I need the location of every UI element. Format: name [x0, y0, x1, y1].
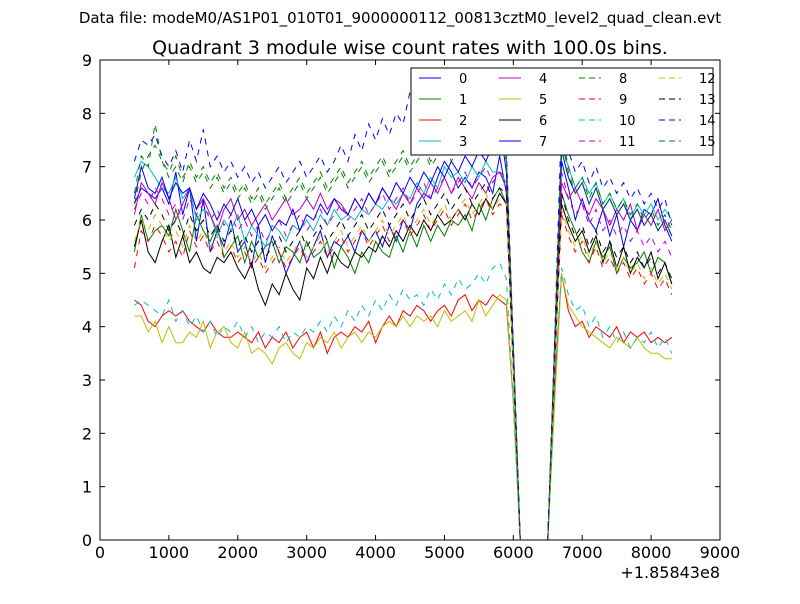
legend-label: 2	[459, 114, 467, 129]
x-offset-label: +1.85843e8	[620, 563, 720, 582]
legend-label: 8	[619, 72, 627, 87]
x-tick-label: 2000	[217, 543, 258, 562]
series-line-11	[133, 165, 673, 541]
legend-label: 11	[619, 135, 636, 150]
plot-frame	[99, 59, 721, 541]
legend-label: 15	[699, 135, 716, 150]
legend-label: 9	[619, 93, 627, 108]
legend-label: 14	[699, 114, 716, 129]
y-tick-label: 6	[82, 211, 92, 230]
y-tick-label: 0	[82, 531, 92, 550]
series-line-0	[133, 155, 673, 541]
y-tick-label: 8	[82, 104, 92, 123]
legend-label: 3	[459, 135, 467, 150]
y-tick-label: 2	[82, 424, 92, 443]
legend-label: 6	[539, 114, 547, 129]
x-tick-label: 5000	[424, 543, 465, 562]
series-line-10	[134, 261, 673, 541]
chart-title: Quadrant 3 module wise count rates with …	[152, 37, 668, 59]
legend-label: 1	[459, 93, 467, 108]
y-tick-label: 5	[82, 264, 92, 283]
x-tick-label: 6000	[493, 543, 534, 562]
x-tick-label: 4000	[355, 543, 396, 562]
series-line-5	[134, 273, 672, 541]
x-tick-label: 7000	[562, 543, 603, 562]
series-line-13	[133, 181, 673, 541]
legend-label: 13	[699, 93, 716, 108]
series-line-12	[133, 192, 673, 541]
x-tick-label: 1000	[149, 543, 190, 562]
y-tick-label: 9	[82, 51, 92, 70]
y-tick-label: 4	[82, 318, 92, 337]
x-tick-label: 9000	[700, 543, 741, 562]
y-tick-label: 3	[82, 371, 92, 390]
series-line-15	[133, 123, 673, 541]
series-line-9	[133, 197, 673, 541]
y-tick-label: 7	[82, 158, 92, 177]
axis-layer: 0 1000 2000 3000 4000 5000 6000 7000 8000 9000012…	[82, 51, 741, 562]
y-tick-label: 1	[82, 478, 92, 497]
series-layer	[133, 91, 673, 541]
x-tick-label: 0	[95, 543, 105, 562]
legend-label: 4	[539, 72, 547, 87]
series-line-8	[133, 100, 673, 541]
series-line-4	[133, 171, 673, 541]
legend-label: 7	[539, 135, 547, 150]
legend-label: 5	[539, 93, 547, 108]
x-tick-label: 8000	[631, 543, 672, 562]
data-file-header: Data file: modeM0/AS1P01_010T01_90000001…	[79, 9, 721, 28]
series-line-6	[133, 192, 673, 541]
legend-label: 12	[699, 72, 716, 87]
series-line-2	[134, 273, 673, 541]
legend-label: 0	[459, 72, 467, 87]
legend-label: 10	[619, 114, 636, 129]
x-tick-label: 3000	[286, 543, 327, 562]
legend-box	[410, 67, 714, 156]
